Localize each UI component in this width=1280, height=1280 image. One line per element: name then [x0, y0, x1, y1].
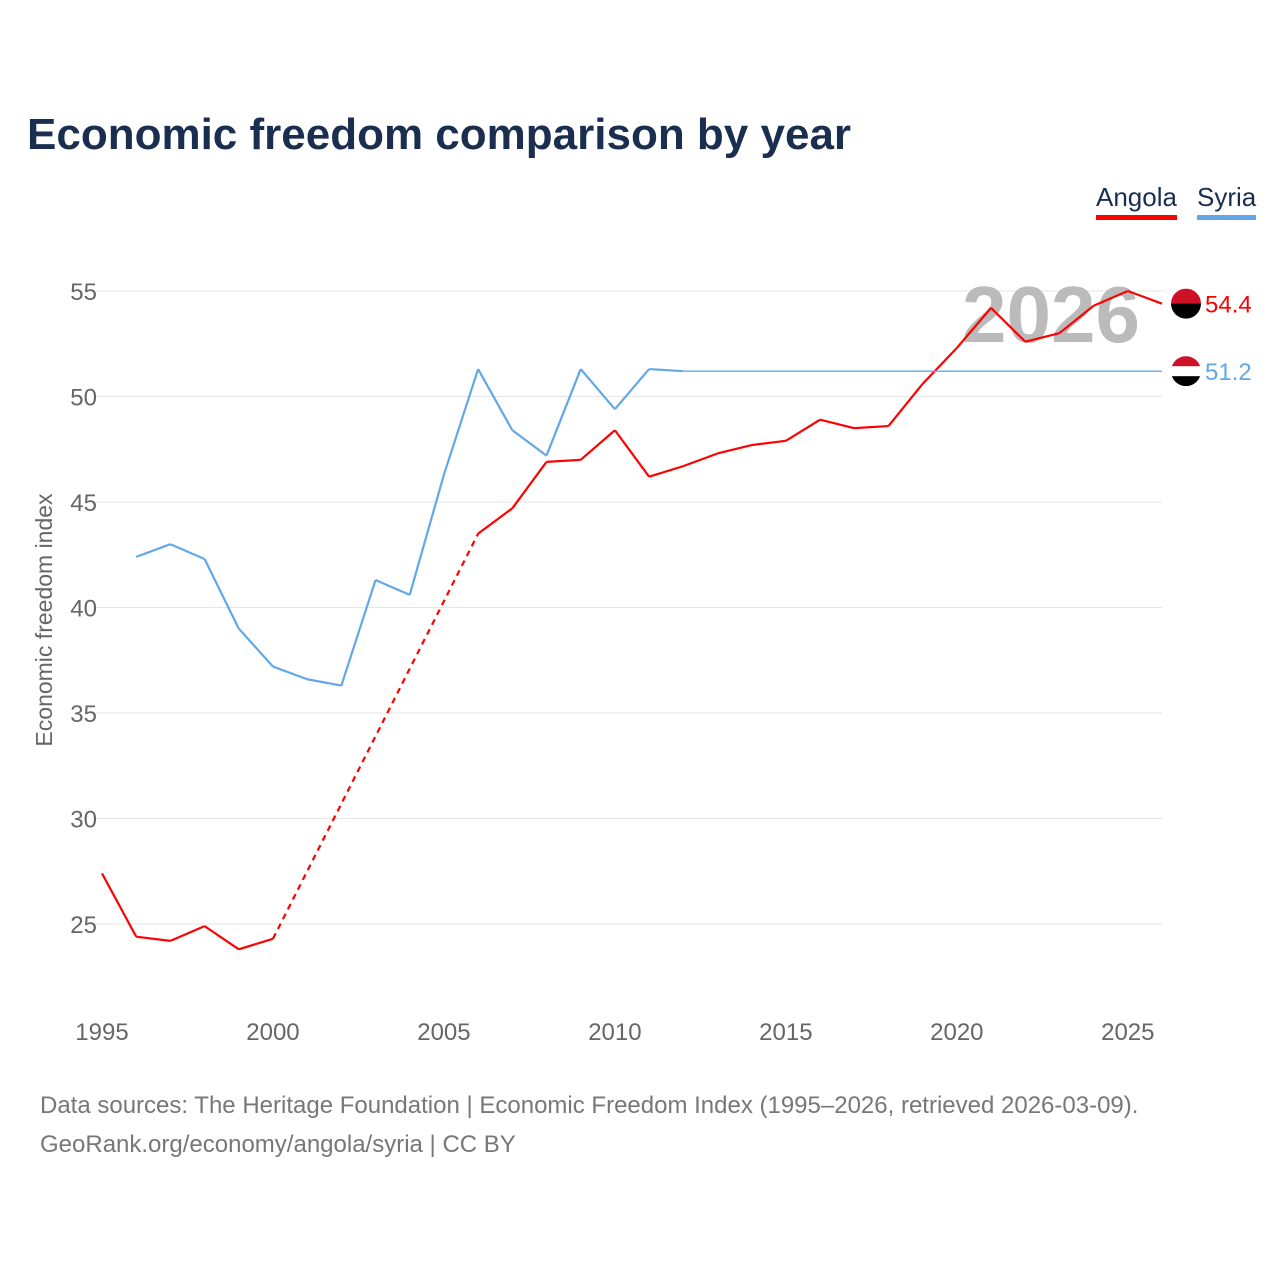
series-segment-angola — [648, 465, 684, 478]
y-tick-label: 45 — [70, 490, 97, 517]
series-segment-syria — [306, 678, 342, 687]
legend-angola[interactable]: Angola — [1096, 182, 1177, 220]
source-text: Data sources: The Heritage Foundation | … — [40, 1092, 1139, 1119]
series-segment-syria — [408, 474, 445, 596]
year-watermark: 2026 — [962, 270, 1140, 359]
end-label-syria: 51.2 — [1205, 359, 1252, 386]
series-segment-angola — [238, 937, 274, 951]
series-segment-syria — [511, 429, 548, 457]
chart-title: Economic freedom comparison by year — [27, 110, 852, 159]
series-segment-angola — [717, 443, 752, 455]
series-segment-angola — [854, 424, 889, 430]
series-segment-syria — [649, 367, 684, 373]
series-segment-angola — [1058, 304, 1095, 335]
series-segment-syria — [579, 368, 616, 410]
series-segment-syria — [237, 627, 274, 668]
x-tick-label: 2005 — [417, 1019, 470, 1046]
y-tick-label: 50 — [70, 385, 97, 412]
y-tick-label: 30 — [70, 807, 97, 834]
series-segment-angola — [169, 925, 206, 942]
y-tick-label: 25 — [70, 912, 97, 939]
series-segment-angola — [785, 418, 821, 442]
series-segment-syria — [203, 558, 240, 630]
series-segment-syria — [477, 368, 514, 431]
series-segment-angola — [511, 461, 548, 509]
series-segment-angola — [990, 307, 1026, 343]
x-tick-label: 1995 — [75, 1019, 128, 1046]
series-segment-syria — [135, 543, 171, 558]
series-segment-angola — [477, 507, 513, 535]
x-tick-label: 2000 — [246, 1019, 299, 1046]
series-segment-angola — [682, 452, 718, 468]
series-segment-syria — [375, 579, 411, 596]
x-tick-label: 2010 — [588, 1019, 641, 1046]
x-tick-label: 2020 — [930, 1019, 983, 1046]
series-segment-angola — [887, 383, 924, 427]
series-segment-angola — [271, 533, 480, 940]
series-segment-angola — [1127, 289, 1163, 305]
series-segment-angola — [579, 429, 616, 461]
x-tick-label: 2015 — [759, 1019, 812, 1046]
series-segment-angola — [1093, 289, 1129, 307]
series-segment-angola — [546, 458, 581, 464]
flag-angola-icon — [1171, 288, 1201, 319]
license-link[interactable]: GeoRank.org/economy/angola/syria | CC BY — [40, 1131, 516, 1158]
series-segment-angola — [751, 439, 787, 447]
series-segment-syria — [169, 543, 206, 560]
series-segment-angola — [614, 429, 650, 478]
y-tick-label: 55 — [70, 279, 97, 306]
y-tick-label: 35 — [70, 701, 97, 728]
footer: Data sources: The Heritage Foundation | … — [40, 1086, 1138, 1164]
x-tick-label: 2025 — [1101, 1019, 1154, 1046]
y-tick-label: 40 — [70, 596, 97, 623]
series-segment-angola — [1024, 332, 1060, 343]
series-segment-syria — [545, 368, 582, 456]
y-axis-label: Economic freedom index — [31, 493, 57, 747]
series-segment-angola — [956, 307, 992, 349]
series-segment-syria — [272, 665, 308, 681]
series-segment-syria — [442, 368, 480, 475]
series-segment-angola — [101, 872, 138, 938]
series-segment-angola — [203, 925, 240, 951]
series-segment-syria — [614, 368, 650, 410]
series-segment-angola — [136, 935, 171, 942]
end-label-angola: 54.4 — [1205, 292, 1252, 319]
legend-syria[interactable]: Syria — [1197, 182, 1257, 220]
series-segment-angola — [921, 347, 958, 385]
series-segment-syria — [340, 579, 377, 686]
flag-syria-icon — [1171, 356, 1201, 387]
series-segment-angola — [819, 418, 855, 430]
